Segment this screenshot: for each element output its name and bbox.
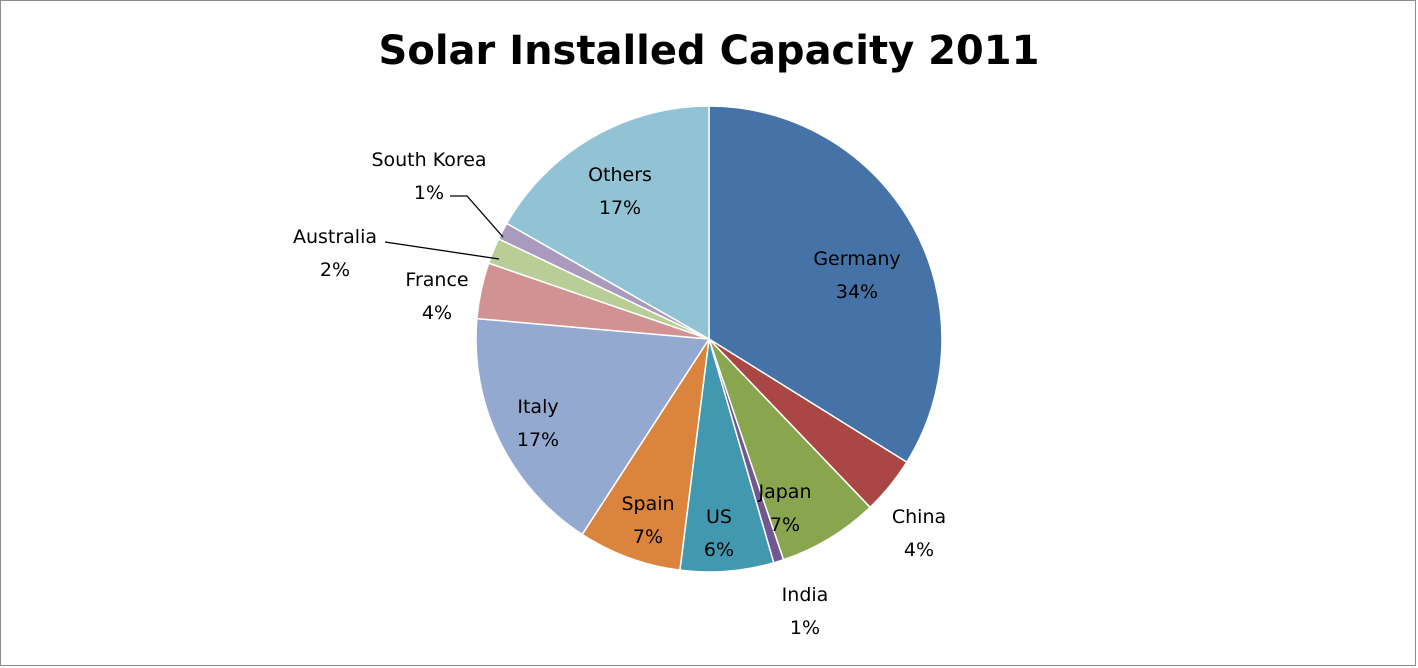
slice-value-label-india: 1% bbox=[790, 617, 820, 639]
pie-slices bbox=[475, 105, 943, 573]
slice-value-label-spain: 7% bbox=[633, 526, 663, 548]
pie-slice-others bbox=[505, 105, 710, 341]
leader-lines bbox=[384, 195, 504, 260]
pie-slice-italy bbox=[475, 317, 711, 536]
slice-label-south-korea: South Korea bbox=[371, 149, 486, 171]
slice-label-us: US bbox=[706, 506, 732, 528]
slice-value-label-china: 4% bbox=[904, 539, 934, 561]
slice-label-india: India bbox=[782, 584, 829, 606]
slice-value-label-others: 17% bbox=[599, 197, 641, 219]
leader-line-south-korea bbox=[450, 195, 504, 238]
slice-label-others: Others bbox=[588, 164, 652, 186]
slice-value-label-australia: 2% bbox=[320, 259, 350, 281]
chart-title: Solar Installed Capacity 2011 bbox=[378, 28, 1040, 74]
slice-value-label-us: 6% bbox=[704, 539, 734, 561]
slice-label-italy: Italy bbox=[517, 396, 558, 418]
slice-value-label-italy: 17% bbox=[517, 429, 559, 451]
pie-slice-japan bbox=[708, 338, 872, 561]
slice-label-japan: Japan bbox=[758, 481, 812, 503]
slice-value-label-south-korea: 1% bbox=[414, 182, 444, 204]
slice-label-spain: Spain bbox=[621, 493, 674, 515]
slice-label-australia: Australia bbox=[293, 226, 377, 248]
pie-slice-germany bbox=[708, 105, 943, 464]
leader-line-australia bbox=[384, 241, 500, 260]
slice-label-germany: Germany bbox=[813, 248, 900, 270]
slice-labels: Germany 34% China 4% Japan 7% India 1% US 6% Spain… bbox=[293, 149, 946, 639]
slice-label-france: France bbox=[405, 269, 468, 291]
slice-label-china: China bbox=[892, 506, 946, 528]
pie-slice-spain bbox=[581, 338, 710, 572]
slice-value-label-germany: 34% bbox=[836, 281, 878, 303]
slice-value-label-france: 4% bbox=[422, 302, 452, 324]
slice-value-label-japan: 7% bbox=[770, 514, 800, 536]
